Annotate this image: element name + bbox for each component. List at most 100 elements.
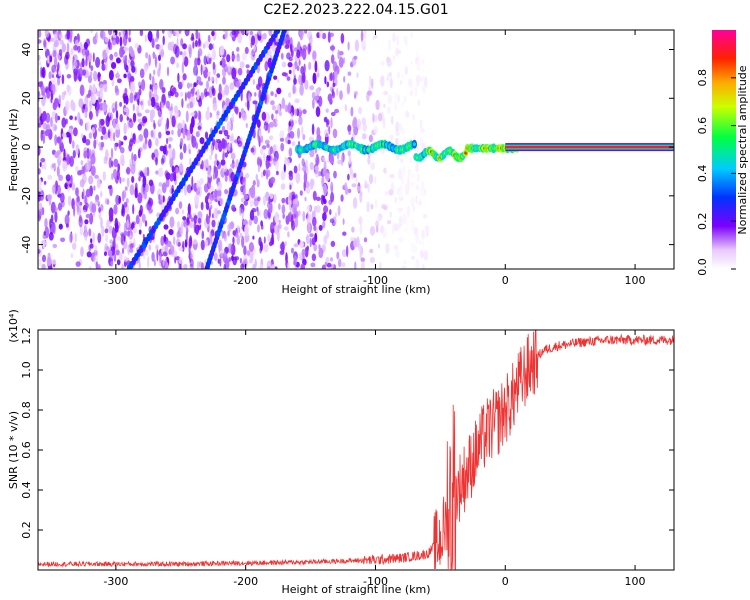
noise-blob	[298, 59, 301, 66]
y-tick-label: 1.2	[20, 327, 33, 345]
noise-blob	[81, 165, 85, 172]
noise-blob	[100, 30, 106, 40]
noise-blob	[44, 30, 48, 37]
noise-blob	[73, 60, 78, 68]
noise-blob	[82, 49, 86, 58]
noise-blob	[105, 234, 109, 243]
noise-blob	[354, 238, 358, 248]
noise-blob	[216, 195, 222, 201]
noise-blob	[254, 92, 257, 97]
noise-blob	[401, 175, 404, 185]
noise-blob	[100, 190, 103, 198]
noise-blob	[276, 170, 279, 176]
noise-blob	[121, 177, 126, 182]
noise-blob	[191, 116, 195, 128]
noise-blob	[86, 121, 90, 132]
noise-blob	[148, 179, 154, 187]
noise-blob	[358, 216, 363, 225]
noise-blob	[284, 241, 287, 247]
noise-blob	[262, 169, 266, 177]
noise-blob	[238, 111, 242, 119]
noise-blob	[415, 184, 420, 191]
noise-blob	[38, 193, 42, 202]
noise-blob	[105, 198, 108, 205]
noise-blob	[40, 157, 46, 163]
noise-blob	[302, 48, 307, 60]
noise-blob	[266, 49, 272, 57]
noise-blob	[311, 123, 315, 136]
noise-blob	[89, 201, 94, 213]
noise-blob	[124, 186, 128, 191]
noise-blob	[334, 212, 337, 219]
noise-blob	[416, 77, 420, 88]
noise-blob	[369, 256, 376, 264]
noise-blob	[312, 190, 317, 201]
noise-blob	[213, 252, 218, 262]
noise-blob	[66, 74, 72, 79]
noise-blob	[109, 127, 113, 132]
noise-blob	[188, 149, 191, 155]
noise-blob	[92, 211, 96, 218]
noise-blob	[185, 231, 188, 242]
noise-blob	[216, 188, 222, 198]
noise-blob	[53, 75, 56, 85]
noise-blob	[402, 213, 407, 225]
noise-blob	[322, 220, 326, 229]
noise-blob	[228, 222, 232, 233]
noise-blob	[376, 216, 382, 222]
noise-blob	[69, 155, 74, 167]
noise-blob	[158, 199, 163, 205]
noise-blob	[410, 32, 414, 38]
noise-blob	[65, 103, 69, 115]
noise-blob	[193, 82, 197, 88]
noise-blob	[244, 224, 249, 237]
noise-blob	[156, 30, 160, 40]
noise-blob	[288, 121, 291, 127]
noise-blob	[178, 247, 184, 252]
noise-blob	[388, 189, 394, 196]
noise-blob	[401, 73, 405, 80]
noise-blob	[79, 62, 83, 69]
noise-blob	[175, 167, 179, 175]
noise-blob	[54, 183, 57, 188]
noise-blob	[161, 30, 165, 34]
noise-blob	[64, 214, 70, 226]
noise-blob	[75, 165, 79, 172]
noise-blob	[114, 223, 119, 233]
diagonal-trace-point	[282, 30, 287, 34]
noise-blob	[85, 213, 91, 219]
noise-blob	[91, 126, 96, 134]
noise-blob	[67, 210, 70, 216]
noise-blob	[296, 49, 301, 59]
noise-blob	[157, 68, 161, 77]
noise-blob	[129, 243, 134, 250]
noise-blob	[58, 223, 63, 230]
noise-blob	[154, 37, 159, 43]
noise-blob	[367, 155, 371, 165]
noise-blob	[187, 211, 192, 219]
noise-blob	[104, 243, 109, 254]
noise-blob	[187, 203, 191, 216]
noise-blob	[222, 150, 225, 161]
noise-blob	[106, 199, 110, 205]
noise-blob	[80, 246, 84, 257]
noise-blob	[351, 183, 357, 188]
colorbar-ticks: 0.0 0.2 0.4 0.6 0.8	[696, 69, 736, 276]
noise-blob	[406, 214, 409, 227]
noise-blob	[308, 35, 313, 46]
noise-blob	[153, 69, 156, 75]
noise-blob	[112, 32, 117, 39]
noise-blob	[84, 219, 89, 225]
noise-blob	[65, 223, 69, 228]
noise-blob	[292, 203, 298, 214]
noise-blob	[160, 157, 165, 165]
noise-blob	[293, 165, 298, 174]
noise-blob	[323, 205, 329, 214]
noise-blob	[92, 52, 95, 63]
noise-blob	[178, 257, 183, 264]
noise-blob	[179, 162, 184, 173]
colorbar-tick-label: 0.2	[696, 212, 709, 230]
noise-blob	[85, 139, 91, 146]
noise-blob	[181, 209, 184, 215]
noise-blob	[90, 238, 93, 244]
